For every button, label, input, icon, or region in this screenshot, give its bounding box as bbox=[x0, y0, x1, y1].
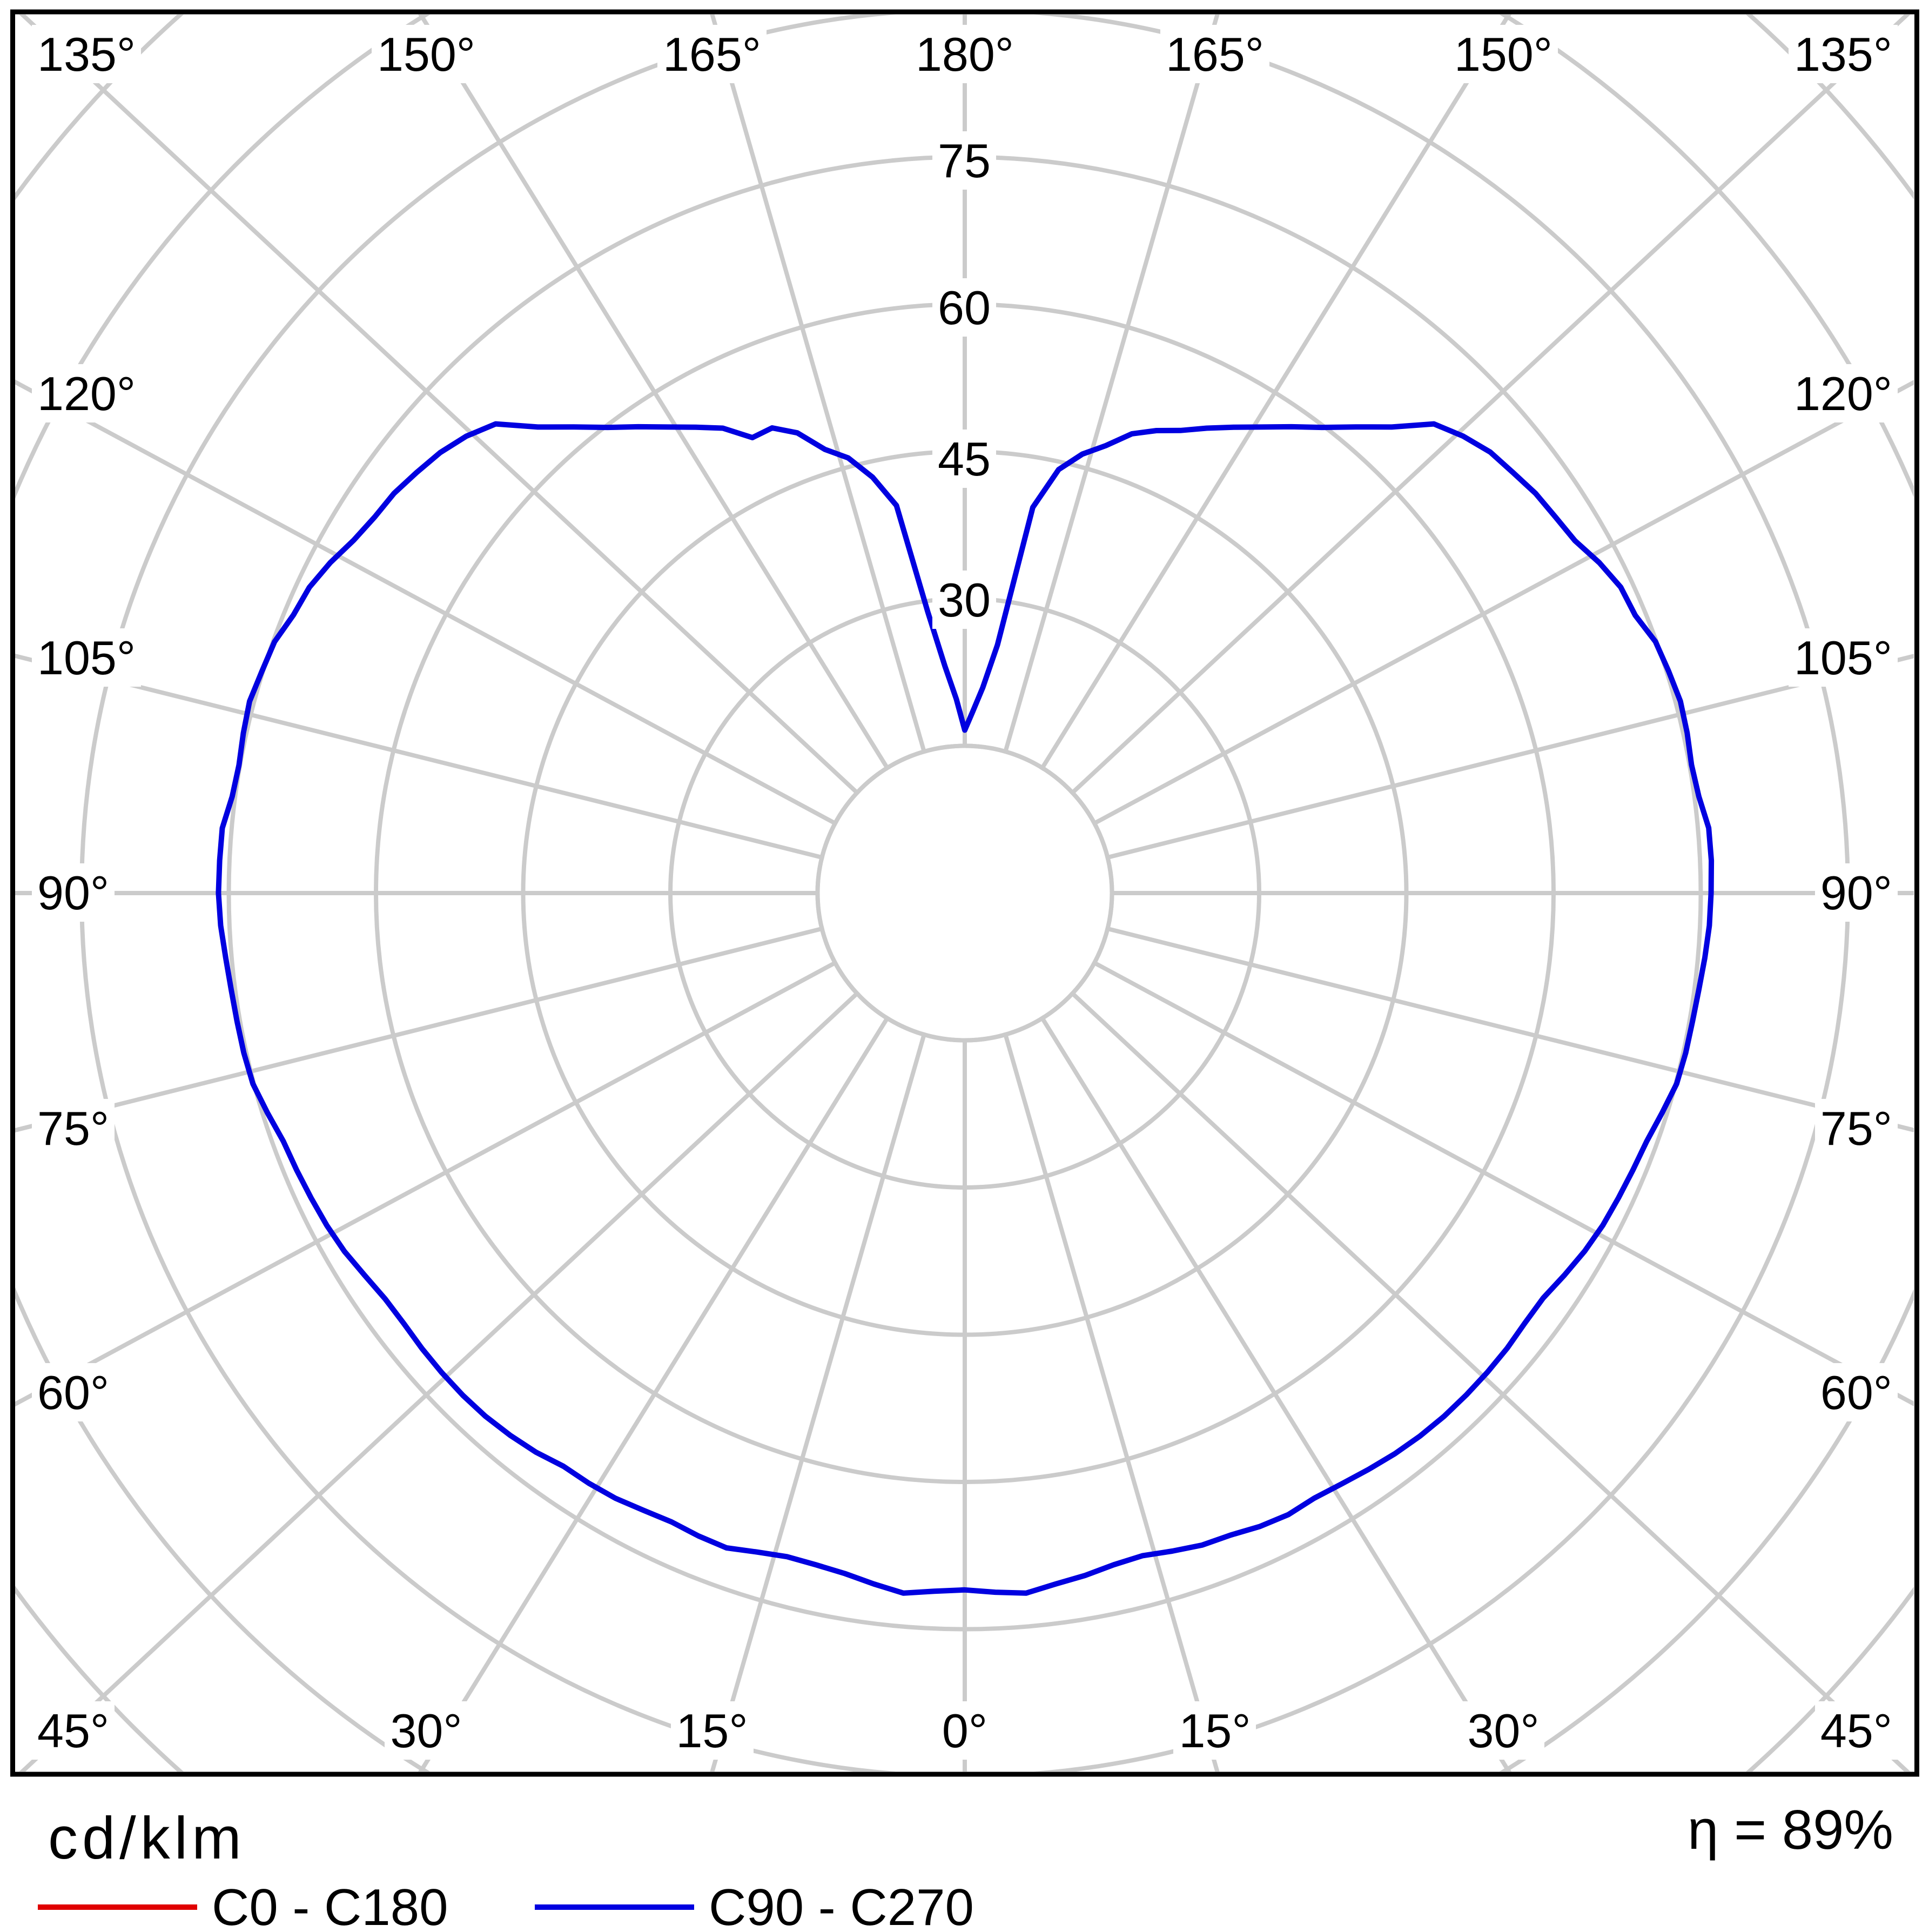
svg-text:45: 45 bbox=[938, 432, 991, 486]
svg-text:45°: 45° bbox=[37, 1704, 109, 1757]
svg-text:75°: 75° bbox=[37, 1102, 109, 1155]
svg-text:150°: 150° bbox=[377, 28, 475, 81]
svg-text:0°: 0° bbox=[942, 1704, 987, 1757]
svg-text:180°: 180° bbox=[916, 28, 1014, 81]
svg-text:120°: 120° bbox=[1794, 367, 1892, 420]
svg-text:120°: 120° bbox=[37, 367, 136, 420]
svg-text:75°: 75° bbox=[1820, 1102, 1892, 1155]
svg-text:165°: 165° bbox=[663, 28, 761, 81]
svg-text:60°: 60° bbox=[37, 1366, 109, 1419]
svg-text:15°: 15° bbox=[1179, 1704, 1251, 1757]
svg-text:150°: 150° bbox=[1454, 28, 1552, 81]
svg-text:60°: 60° bbox=[1820, 1366, 1892, 1419]
svg-text:C90 - C270: C90 - C270 bbox=[709, 1879, 974, 1929]
svg-text:135°: 135° bbox=[1794, 28, 1892, 81]
svg-text:60: 60 bbox=[938, 281, 991, 334]
svg-text:90°: 90° bbox=[1820, 866, 1892, 920]
svg-text:η = 89%: η = 89% bbox=[1688, 1799, 1893, 1861]
svg-text:90°: 90° bbox=[37, 866, 109, 920]
svg-text:45°: 45° bbox=[1820, 1704, 1892, 1757]
svg-text:30: 30 bbox=[938, 573, 991, 627]
svg-text:75: 75 bbox=[938, 134, 991, 187]
svg-text:165°: 165° bbox=[1166, 28, 1264, 81]
svg-text:30°: 30° bbox=[390, 1704, 462, 1757]
svg-text:cd/klm: cd/klm bbox=[48, 1805, 246, 1871]
svg-text:15°: 15° bbox=[676, 1704, 748, 1757]
svg-text:105°: 105° bbox=[1794, 631, 1892, 685]
svg-text:30°: 30° bbox=[1467, 1704, 1539, 1757]
svg-text:135°: 135° bbox=[37, 28, 136, 81]
svg-text:C0 - C180: C0 - C180 bbox=[212, 1879, 448, 1929]
svg-text:105°: 105° bbox=[37, 631, 136, 685]
